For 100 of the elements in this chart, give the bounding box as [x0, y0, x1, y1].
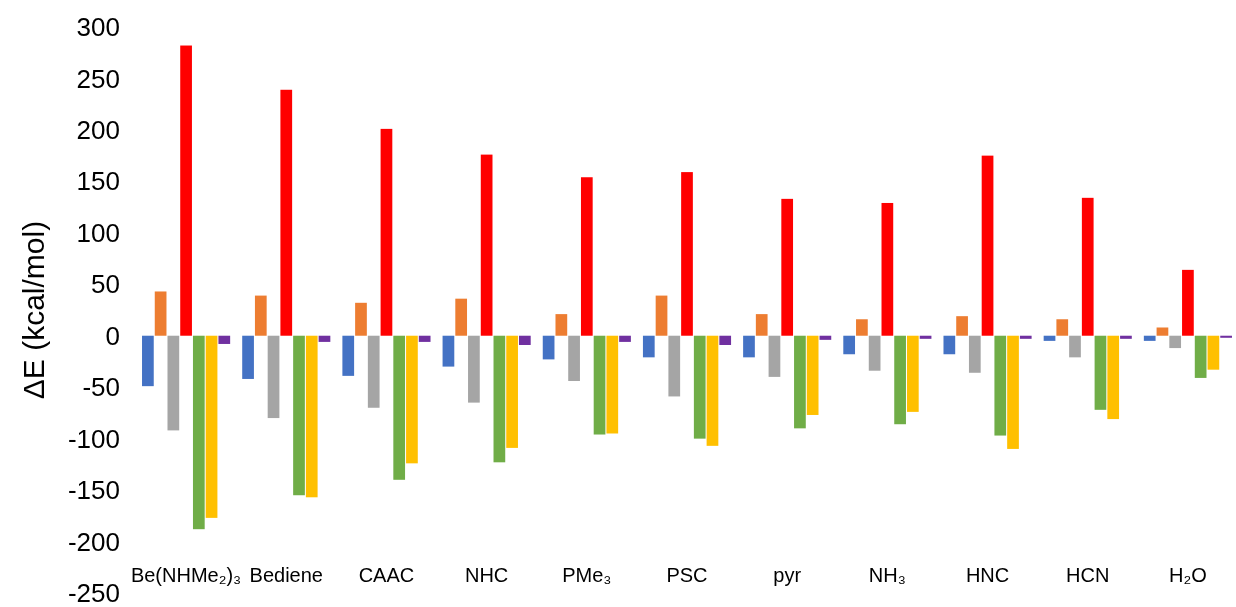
y-tick-label: 50 [91, 269, 120, 300]
x-tick-label: pyr [773, 564, 802, 586]
bar [480, 154, 493, 336]
bar [218, 335, 231, 344]
bar [242, 335, 254, 379]
bar [619, 335, 631, 342]
bar [1019, 335, 1032, 339]
bar [518, 335, 531, 345]
bar [493, 335, 506, 463]
x-tick-label: PSC [666, 564, 708, 586]
bar [580, 177, 593, 336]
y-tick-label: 200 [76, 115, 120, 146]
x-tick-label: NHC [464, 564, 509, 586]
bar [180, 45, 192, 336]
bar [1194, 335, 1207, 378]
y-tick-label: 250 [76, 63, 120, 94]
bar [642, 335, 655, 358]
y-tick-label: -100 [67, 423, 120, 454]
bar [719, 335, 732, 345]
bar [655, 295, 668, 336]
y-tick-label: 150 [76, 166, 120, 197]
bar [367, 335, 380, 408]
bar [743, 335, 755, 358]
y-tick-label: -200 [67, 526, 120, 557]
bar [768, 335, 781, 377]
bar [956, 316, 968, 336]
bar [293, 335, 305, 496]
bar [668, 335, 681, 397]
bar [267, 335, 280, 419]
bar [1007, 335, 1019, 449]
y-tick-label: 100 [76, 217, 120, 248]
bar [943, 335, 956, 355]
bar [843, 335, 856, 355]
bar [142, 335, 154, 387]
bar [167, 335, 180, 431]
x-tick-label: CAAC [358, 564, 415, 586]
x-tick-label: PMe₃ [562, 564, 612, 586]
bar [819, 335, 832, 340]
bar [192, 335, 205, 530]
bar [1120, 335, 1132, 339]
bar [305, 335, 318, 498]
bar [1169, 335, 1182, 349]
bar [1156, 327, 1169, 336]
bar [555, 314, 568, 336]
bar [868, 335, 881, 371]
bar [881, 202, 894, 336]
bar [693, 335, 706, 439]
bar [894, 335, 906, 425]
y-tick-label: 0 [105, 320, 120, 351]
bar [994, 335, 1007, 436]
bar [1220, 335, 1232, 338]
bar [968, 335, 981, 373]
bar [568, 335, 580, 382]
x-tick-label: NH₃ [868, 564, 906, 586]
bar [393, 335, 406, 480]
bar [406, 335, 418, 464]
bar [1182, 269, 1194, 336]
bar [506, 335, 518, 448]
bar [606, 335, 619, 434]
bar [254, 295, 267, 336]
bar [1207, 335, 1220, 370]
x-tick-label: HCN [1066, 564, 1110, 586]
x-tick-label: HNC [965, 564, 1010, 586]
x-tick-label: H₂O [1169, 564, 1207, 586]
y-tick-label: -150 [67, 475, 120, 506]
bar [781, 198, 794, 336]
bar [280, 89, 293, 336]
bar [981, 155, 994, 336]
bar [706, 335, 719, 446]
bar [794, 335, 806, 429]
bar [806, 335, 819, 415]
bar [906, 335, 919, 412]
bar [1043, 335, 1056, 341]
bar [355, 302, 367, 336]
bar [442, 335, 455, 367]
bar [1107, 335, 1120, 420]
x-tick-label: Be(NHMe₂)₃ [130, 564, 242, 586]
bar [856, 319, 868, 336]
bar [418, 335, 431, 342]
bar [919, 335, 932, 339]
bar [542, 335, 555, 360]
y-tick-label: 300 [76, 12, 120, 43]
y-tick-label: -250 [67, 578, 120, 607]
bar [1081, 197, 1094, 336]
bar [1143, 335, 1156, 341]
bar [380, 128, 393, 336]
bar [318, 335, 331, 342]
bar [1094, 335, 1107, 410]
y-axis-title: ΔE (kcal/mol) [17, 220, 50, 400]
bar [455, 298, 468, 336]
bar [755, 314, 768, 336]
bar [154, 291, 167, 336]
bar [681, 172, 693, 336]
bar [468, 335, 480, 403]
x-tick-label: Bediene [249, 564, 323, 586]
bar [342, 335, 355, 376]
y-tick-label: -50 [82, 372, 120, 403]
bar [1056, 319, 1069, 336]
bar [1069, 335, 1081, 358]
bar [205, 335, 218, 518]
